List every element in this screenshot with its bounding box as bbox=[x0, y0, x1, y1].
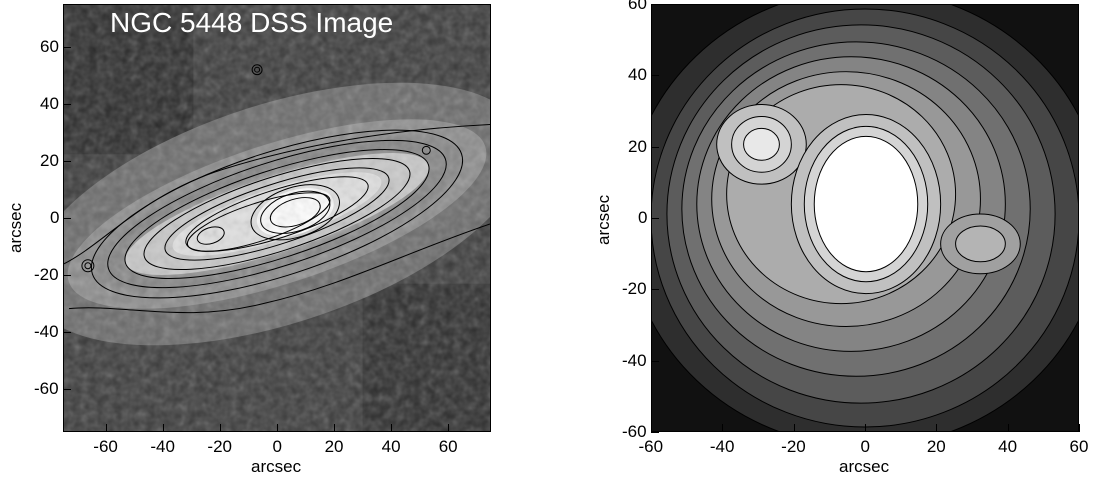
y-tick-label: 0 bbox=[50, 208, 60, 227]
y-tick-label: 20 bbox=[628, 136, 647, 156]
x-tick-mark bbox=[448, 424, 450, 432]
y-tick-mark bbox=[651, 218, 659, 219]
y-tick-mark bbox=[63, 389, 71, 391]
contour-map-plot bbox=[651, 4, 1079, 432]
x-tick-mark bbox=[391, 424, 393, 432]
x-tick-label: -20 bbox=[781, 437, 806, 456]
y-tick-label: -40 bbox=[622, 350, 647, 370]
y-tick-label: 40 bbox=[40, 93, 59, 113]
x-axis-label: arcsec bbox=[839, 457, 890, 476]
y-tick-label: 20 bbox=[40, 150, 59, 170]
x-tick-mark bbox=[105, 424, 107, 432]
x-tick-mark bbox=[865, 424, 866, 432]
x-tick-mark bbox=[162, 424, 164, 432]
y-tick-label: -20 bbox=[34, 265, 59, 285]
y-axis-label: arcsec bbox=[594, 194, 613, 245]
y-axis-label: arcsec bbox=[6, 202, 25, 253]
y-tick-label: -20 bbox=[622, 279, 647, 299]
x-tick-mark bbox=[936, 424, 938, 432]
y-tick-mark bbox=[651, 146, 659, 148]
x-tick-mark bbox=[219, 424, 221, 432]
x-tick-label: -40 bbox=[709, 437, 735, 456]
y-tick-label: -60 bbox=[622, 422, 647, 441]
y-tick-mark bbox=[651, 360, 659, 362]
x-tick-mark bbox=[651, 424, 652, 432]
y-tick-mark bbox=[63, 275, 71, 277]
x-tick-label: -60 bbox=[638, 437, 664, 456]
x-tick-mark bbox=[1079, 424, 1080, 432]
y-tick-mark bbox=[63, 218, 71, 219]
y-tick-mark bbox=[651, 432, 659, 433]
y-tick-mark bbox=[63, 332, 71, 334]
y-tick-mark bbox=[63, 160, 71, 162]
x-axis-label: arcsec bbox=[251, 457, 302, 476]
x-tick-label: 0 bbox=[860, 437, 870, 456]
x-tick-label: 20 bbox=[324, 437, 344, 456]
x-tick-mark bbox=[277, 424, 278, 432]
y-tick-mark bbox=[63, 103, 71, 105]
dss-image-plot: NGC 5448 DSS Image bbox=[63, 4, 491, 432]
y-tick-mark bbox=[651, 4, 659, 5]
filled-contour-map bbox=[652, 5, 1078, 431]
y-tick-mark bbox=[63, 46, 71, 48]
x-tick-mark bbox=[1007, 424, 1009, 432]
x-tick-label: -40 bbox=[150, 437, 175, 456]
y-tick-label: 60 bbox=[40, 36, 59, 56]
y-tick-label: 60 bbox=[628, 0, 647, 13]
galaxy-image-contours bbox=[64, 5, 490, 431]
y-tick-mark bbox=[651, 289, 659, 291]
x-tick-mark bbox=[722, 424, 724, 432]
y-tick-label: -60 bbox=[34, 379, 59, 399]
x-tick-mark bbox=[334, 424, 336, 432]
x-tick-label: 40 bbox=[998, 437, 1018, 456]
x-tick-mark bbox=[793, 424, 795, 432]
x-tick-label: 60 bbox=[1069, 437, 1089, 456]
x-tick-label: -20 bbox=[207, 437, 232, 456]
y-tick-mark bbox=[651, 75, 659, 77]
image-title: NGC 5448 DSS Image bbox=[110, 7, 394, 38]
y-tick-label: 40 bbox=[628, 65, 647, 85]
y-tick-label: -40 bbox=[34, 322, 59, 342]
x-tick-label: 40 bbox=[381, 437, 401, 456]
y-tick-label: 0 bbox=[638, 208, 648, 227]
x-tick-label: -60 bbox=[93, 437, 118, 456]
x-tick-label: 0 bbox=[272, 437, 282, 456]
x-tick-label: 20 bbox=[926, 437, 946, 456]
x-tick-label: 60 bbox=[438, 437, 458, 456]
